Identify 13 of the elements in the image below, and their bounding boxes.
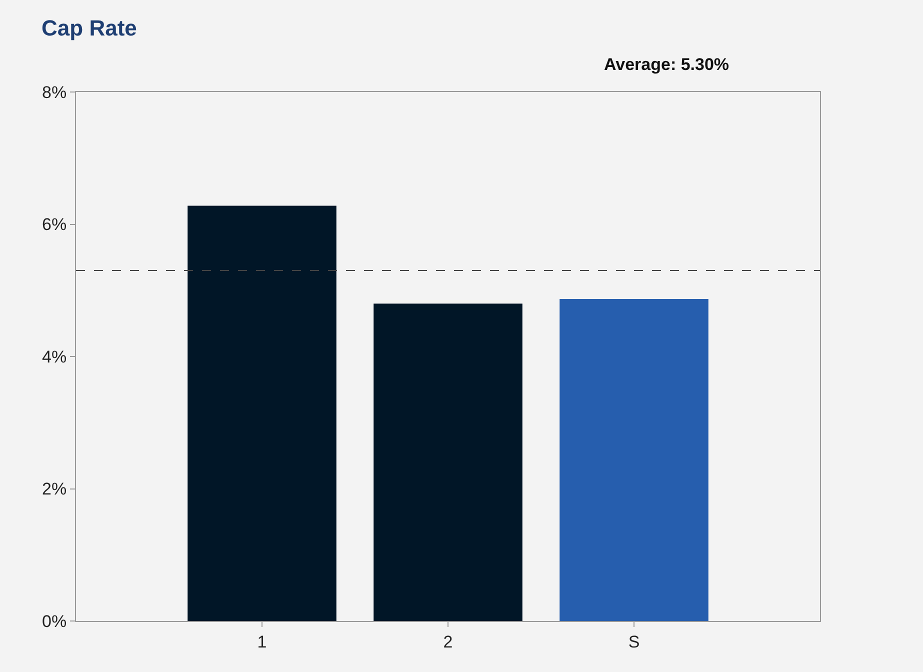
bar xyxy=(374,304,522,621)
x-tick-label: 2 xyxy=(443,632,453,652)
y-tick-label: 0% xyxy=(42,612,67,631)
text: Average: 5.30% xyxy=(604,55,730,74)
y-tick-label: 8% xyxy=(42,82,67,102)
x-tick-label: 1 xyxy=(257,632,267,652)
y-tick-label: 2% xyxy=(42,480,67,499)
y-tick-label: 6% xyxy=(42,215,67,234)
y-tick-label: 4% xyxy=(42,347,67,366)
x-tick-label: S xyxy=(628,632,640,652)
bar xyxy=(188,206,336,621)
chart-title: Cap Rate xyxy=(42,16,137,41)
bar xyxy=(560,298,708,621)
